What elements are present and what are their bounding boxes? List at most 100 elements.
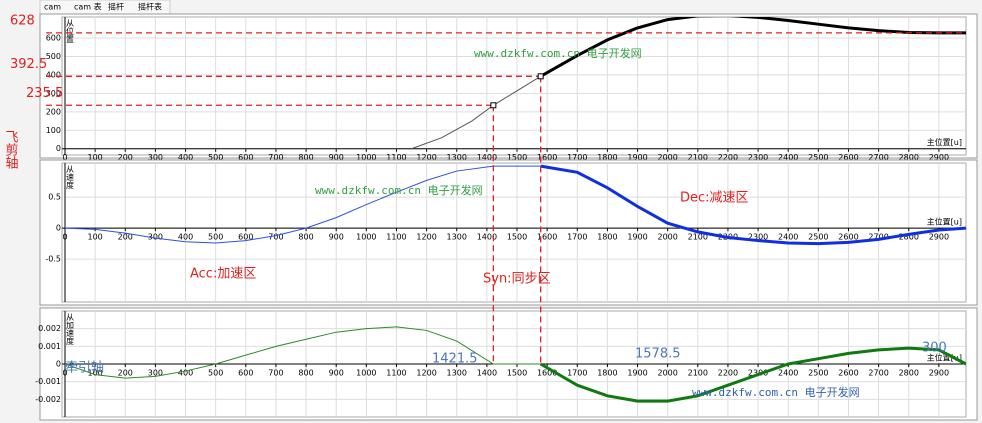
guide-label: 628 [10,13,35,28]
x-tick-label: 2200 [718,369,738,378]
y-tick-label: 500 [46,52,61,61]
x-tick-label: 2900 [929,233,949,242]
x-tick-label: 1100 [386,233,406,242]
x-tick-label: 2900 [929,369,949,378]
y-tick-label: 0.5 [48,193,61,202]
x-tick-label: 600 [238,153,253,162]
tab[interactable]: 摇杆表 [138,2,162,12]
point-marker [537,73,544,80]
x-tick-label: 2100 [688,233,708,242]
annotation: 飞剪轴 [3,130,19,169]
x-tick-label: 400 [178,233,193,242]
x-tick-label: 2700 [868,369,888,378]
guide-label: 392.5 [10,57,47,72]
x-tick-label: 2700 [868,153,888,162]
tab[interactable]: cam 表 [74,2,102,12]
y-tick-label: 0.001 [38,342,61,351]
x-tick-label: 100 [87,233,102,242]
x-tick-label: 600 [238,369,253,378]
x-tick-label: 1000 [356,233,376,242]
y-tick-label: 300 [46,89,61,98]
x-tick-label: 1200 [416,153,436,162]
x-tick-label: 1000 [356,153,376,162]
y-tick-label: 0 [56,360,61,369]
x-tick-label: 500 [208,369,223,378]
x-tick-label: 2100 [688,369,708,378]
y-tick-label: 0 [56,224,61,233]
x-tick-label: 2500 [808,153,828,162]
y-tick-label: 600 [46,34,61,43]
plot-area [61,162,967,303]
x-tick-label: 1600 [537,369,557,378]
watermark: www.dzkfw.com.cn 电子开发网 [692,385,860,399]
x-tick-label: 1300 [447,233,467,242]
tab[interactable]: 摇杆 [108,2,124,12]
y-tick-label: -0.5 [45,255,61,264]
x-tick-label: 800 [298,153,313,162]
x-tick-label: 300 [148,233,163,242]
x-tick-label: 1600 [537,233,557,242]
x-tick-label: 100 [87,369,102,378]
guide-label: 1578.5 [635,347,681,362]
x-tick-label: 1700 [567,153,587,162]
x-tick-label: 400 [178,153,193,162]
y-tick-label: 0.002 [38,324,61,333]
x-tick-label: 1900 [627,233,647,242]
x-tick-label: 2400 [778,153,798,162]
x-tick-label: 2500 [808,233,828,242]
x-tick-label: 300 [148,153,163,162]
x-tick-label: 500 [208,153,223,162]
x-tick-label: 1800 [597,153,617,162]
x-tick-label: 2200 [718,153,738,162]
x-tick-label: 2600 [838,153,858,162]
x-tick-label: 800 [298,369,313,378]
x-tick-label: 500 [208,233,223,242]
x-tick-label: 1500 [507,153,527,162]
x-tick-label: 2000 [657,153,677,162]
x-tick-label: 2100 [688,153,708,162]
x-tick-label: 900 [329,369,344,378]
x-tick-label: 2600 [838,369,858,378]
watermark: www.dzkfw.com.cn 电子开发网 [474,46,642,60]
x-tick-label: 1400 [477,369,497,378]
x-tick-label: 2000 [657,233,677,242]
x-tick-label: 1700 [567,369,587,378]
x-tick-label: 1300 [447,369,467,378]
x-tick-label: 1700 [567,233,587,242]
x-tick-label: 2900 [929,153,949,162]
x-axis-label: 主位置[u] [927,217,962,227]
x-tick-label: 1800 [597,233,617,242]
x-tick-label: 800 [298,233,313,242]
x-tick-label: 100 [87,153,102,162]
y-tick-label: -0.001 [35,377,61,386]
x-tick-label: 700 [268,153,283,162]
line-series [539,17,966,78]
x-tick-label: 1200 [416,369,436,378]
x-tick-label: 200 [118,233,133,242]
x-tick-label: 2600 [838,233,858,242]
x-tick-label: 700 [268,233,283,242]
x-tick-label: 400 [178,369,193,378]
tab[interactable]: cam [44,3,61,12]
x-tick-label: 2300 [748,153,768,162]
x-tick-label: 2800 [899,153,919,162]
x-tick-label: 2800 [899,369,919,378]
y-tick-label: 400 [46,70,61,79]
y-tick-label: 200 [46,107,61,116]
line-series [64,165,541,244]
y-tick-label: 100 [46,126,61,135]
x-tick-label: 1300 [447,153,467,162]
x-axis-label: 主位置[u] [927,353,962,363]
x-tick-label: 2000 [657,369,677,378]
x-tick-label: 1900 [627,369,647,378]
annotation: 300 [922,341,947,356]
point-marker [490,102,497,109]
line-series [539,346,966,403]
x-tick-label: 1200 [416,233,436,242]
x-tick-label: 1400 [477,233,497,242]
x-tick-label: 1500 [507,369,527,378]
annotation: Syn:同步区 [483,272,551,287]
line-series [411,75,541,150]
x-tick-label: 2400 [778,369,798,378]
x-tick-label: 1800 [597,369,617,378]
